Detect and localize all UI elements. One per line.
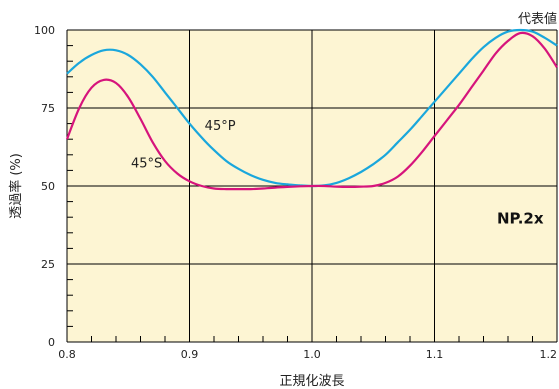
series-line-45s <box>65 31 558 191</box>
series-label-45p: 45°P <box>205 119 236 134</box>
tick-labels: 0 25 50 75 100 0.8 0.9 1.0 1.1 1.2 <box>34 24 557 361</box>
minor-ticks <box>67 45 533 342</box>
x-tick-label: 1.0 <box>303 348 321 361</box>
y-tick-label: 0 <box>48 336 55 349</box>
series-lines <box>65 28 558 191</box>
x-tick-label: 0.9 <box>181 348 199 361</box>
y-tick-label: 25 <box>41 258 55 271</box>
y-tick-label: 50 <box>41 180 55 193</box>
x-tick-label: 1.1 <box>426 348 444 361</box>
y-tick-label: 100 <box>34 24 55 37</box>
series-label-45s: 45°S <box>131 156 162 171</box>
representative-value-note: 代表値 <box>518 11 557 27</box>
model-label: NP.2x <box>497 209 544 227</box>
grid <box>66 29 558 343</box>
x-tick-label: 0.8 <box>58 348 76 361</box>
x-tick-label: 1.2 <box>540 348 558 361</box>
y-axis-title: 透過率 (%) <box>8 153 24 219</box>
y-tick-label: 75 <box>41 102 55 115</box>
x-axis-title: 正規化波長 <box>279 374 344 389</box>
